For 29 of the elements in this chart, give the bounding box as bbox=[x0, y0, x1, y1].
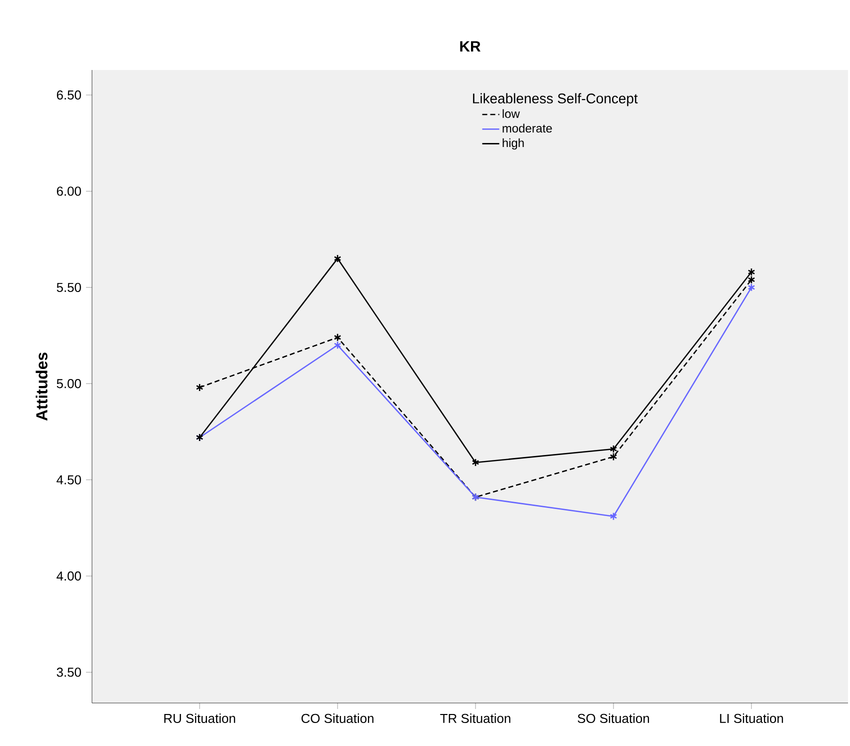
point bbox=[334, 254, 342, 263]
point bbox=[748, 268, 756, 276]
y-tick-label: 4.00 bbox=[56, 571, 81, 581]
point bbox=[610, 444, 618, 454]
x-tick-label: CO Situation bbox=[302, 714, 374, 724]
point bbox=[610, 512, 618, 521]
y-tick-label: 5.00 bbox=[56, 379, 81, 388]
point bbox=[334, 340, 342, 350]
legend-title: Likeableness Self-Concept bbox=[473, 93, 638, 106]
legend-label: low bbox=[502, 109, 520, 118]
y-tick-label: 4.50 bbox=[56, 475, 81, 484]
y-tick-label: 6.00 bbox=[56, 186, 81, 196]
legend-label: high bbox=[502, 138, 524, 150]
y-axis-title: Attitudes bbox=[36, 352, 48, 421]
point bbox=[610, 452, 618, 461]
point bbox=[196, 383, 204, 392]
legend-label: moderate bbox=[502, 124, 552, 133]
point bbox=[748, 283, 756, 292]
y-tick-label: 3.50 bbox=[56, 668, 81, 677]
x-tick-label: RU Situation bbox=[164, 714, 236, 724]
y-tick-label: 6.50 bbox=[56, 90, 81, 100]
point bbox=[748, 276, 756, 284]
x-tick-label: LI Situation bbox=[720, 714, 783, 724]
x-tick-label: SO Situation bbox=[578, 714, 649, 724]
chart-title: KR bbox=[460, 41, 480, 52]
point bbox=[472, 458, 480, 467]
point bbox=[334, 333, 342, 342]
x-tick-label: TR Situation bbox=[440, 714, 510, 724]
y-tick-label: 5.50 bbox=[56, 282, 81, 292]
